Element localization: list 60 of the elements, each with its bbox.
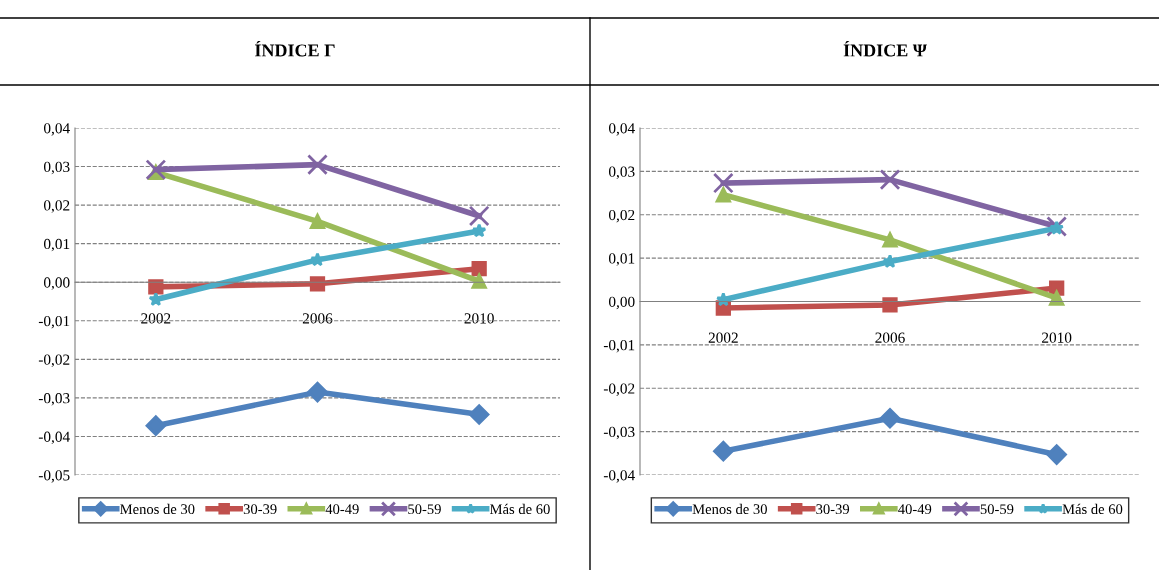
point bbox=[309, 276, 326, 292]
y-tick-label: -0,04 bbox=[38, 431, 70, 445]
chart-title: ÍNDICE Γ bbox=[255, 40, 335, 57]
y-tick-label: 0,02 bbox=[608, 209, 635, 223]
y-tick-label: -0,04 bbox=[603, 470, 635, 483]
y-tick-label: 0,00 bbox=[43, 277, 70, 290]
point bbox=[148, 279, 164, 295]
y-tick-label: 0,01 bbox=[43, 238, 70, 252]
point bbox=[1049, 290, 1065, 306]
y-tick-label: 0,03 bbox=[608, 166, 635, 180]
x-tick-label: 2006 bbox=[875, 332, 905, 343]
point bbox=[145, 415, 167, 436]
point bbox=[712, 172, 734, 194]
x-tick-label: 2002 bbox=[708, 332, 738, 343]
legend-label: 40-49 bbox=[898, 504, 932, 515]
point bbox=[716, 292, 731, 307]
y-tick-label: 0,04 bbox=[608, 123, 635, 136]
legend-label: Más de 60 bbox=[489, 503, 550, 515]
point bbox=[310, 252, 325, 267]
legend-label: Más de 60 bbox=[1062, 503, 1123, 515]
point bbox=[307, 154, 328, 176]
y-tick-label: -0,03 bbox=[603, 426, 635, 440]
point bbox=[1046, 444, 1067, 465]
y-tick-label: -0,02 bbox=[38, 354, 70, 367]
legend-label: 30-39 bbox=[243, 504, 277, 515]
y-tick-label: -0,05 bbox=[38, 470, 70, 483]
point bbox=[715, 187, 731, 203]
y-tick-label: -0,01 bbox=[603, 340, 635, 353]
chart-title: ÍNDICE Ψ bbox=[843, 40, 927, 57]
point bbox=[471, 223, 487, 238]
legend-label: Menos de 30 bbox=[692, 503, 767, 515]
x-tick-label: 2010 bbox=[1042, 332, 1072, 343]
y-tick-label: -0,02 bbox=[603, 383, 635, 396]
legend-label: 40-49 bbox=[325, 504, 359, 515]
legend-label: 30-39 bbox=[816, 504, 850, 515]
y-tick-label: 0,03 bbox=[43, 161, 70, 175]
y-tick-label: 0,02 bbox=[43, 200, 70, 213]
point bbox=[879, 407, 901, 429]
y-tick-label: -0,01 bbox=[38, 315, 70, 329]
legend-label: Menos de 30 bbox=[120, 503, 195, 515]
x-tick-label: 2002 bbox=[141, 313, 171, 324]
x-tick-label: 2010 bbox=[464, 313, 494, 324]
point bbox=[307, 381, 328, 403]
y-tick-label: 0,00 bbox=[608, 296, 635, 310]
legend-label: 50-59 bbox=[408, 504, 441, 515]
point bbox=[309, 213, 326, 229]
point bbox=[713, 440, 734, 462]
point bbox=[471, 273, 487, 289]
y-tick-label: -0,03 bbox=[38, 393, 70, 406]
point bbox=[468, 404, 490, 425]
point bbox=[882, 232, 898, 248]
point bbox=[882, 297, 898, 313]
point bbox=[471, 261, 487, 277]
point bbox=[468, 205, 490, 227]
x-tick-label: 2006 bbox=[302, 313, 333, 324]
y-tick-label: 0,04 bbox=[43, 123, 70, 136]
y-tick-label: 0,01 bbox=[608, 253, 635, 266]
point bbox=[145, 159, 167, 181]
legend-label: 50-59 bbox=[980, 504, 1014, 515]
point bbox=[879, 169, 901, 191]
